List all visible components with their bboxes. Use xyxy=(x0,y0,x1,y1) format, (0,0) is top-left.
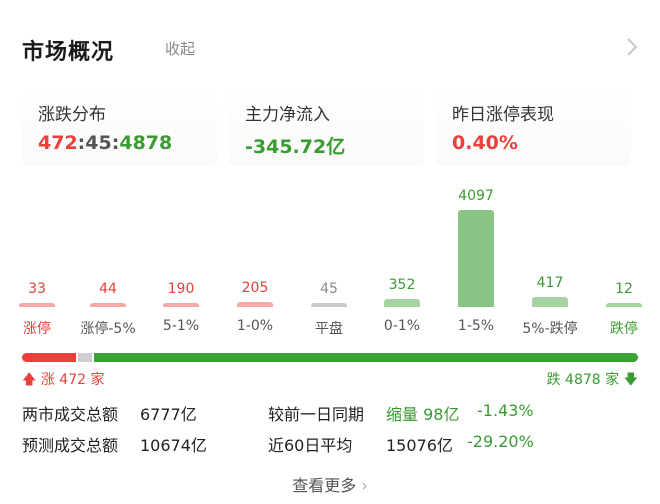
avg-percent: -29.20% xyxy=(467,432,534,451)
distribution-bar xyxy=(532,297,568,307)
distribution-column: 352 0-1% xyxy=(367,180,437,340)
yesterday-limit-up-value: 0.40% xyxy=(452,132,518,154)
arrow-down-icon: 🡇 xyxy=(623,372,638,388)
card-label: 涨跌分布 xyxy=(38,105,106,125)
distribution-category: 1-5% xyxy=(457,318,495,334)
card-label: 昨日涨停表现 xyxy=(452,105,554,125)
view-more-link[interactable]: 查看更多 › xyxy=(0,472,660,496)
distribution-category: 1-0% xyxy=(236,318,274,334)
distribution-column: 205 1-0% xyxy=(220,180,290,340)
distribution-count: 4097 xyxy=(458,188,494,204)
card-main-net-inflow[interactable]: 主力净流入 -345.72亿 xyxy=(229,86,424,166)
turnover-stats: 两市成交总额 6777亿 预测成交总额 10674亿 较前一日同期 缩量 98亿… xyxy=(22,401,642,461)
up-total-text: 涨 472 家 xyxy=(40,372,105,388)
distribution-column: 4097 1-5% xyxy=(441,180,511,340)
distribution-category: 跌停 xyxy=(610,321,638,337)
distribution-category: 5%-跌停 xyxy=(522,321,578,337)
ratio-down-segment xyxy=(94,353,638,362)
up-down-ratio-bar xyxy=(22,353,638,362)
card-label: 主力净流入 xyxy=(245,105,330,125)
distribution-column: 12 跌停 xyxy=(589,180,659,340)
price-change-distribution-chart: 33 涨停 44 涨停-5% 190 5-1% 205 1-0% 45 平盘 352 0-1% 4097… xyxy=(0,180,660,340)
distribution-count: 44 xyxy=(99,281,117,297)
distribution-bar xyxy=(384,299,420,307)
distribution-category: 5-1% xyxy=(162,318,200,334)
ratio-up-segment xyxy=(22,353,76,362)
distribution-bar xyxy=(606,303,642,307)
distribution-bar xyxy=(311,303,347,307)
down-count: 4878 xyxy=(119,132,173,154)
arrow-up-icon: 🡅 xyxy=(22,372,37,388)
chevron-right-icon[interactable] xyxy=(622,36,642,58)
distribution-count: 33 xyxy=(28,281,46,297)
distribution-bar xyxy=(163,303,199,307)
chevron-right-small-icon: › xyxy=(361,476,368,495)
distribution-count: 352 xyxy=(388,277,416,293)
forecast-value: 10674亿 xyxy=(140,436,207,455)
distribution-bar xyxy=(19,303,55,307)
down-total-text: 跌 4878 家 xyxy=(546,372,620,388)
distribution-column: 190 5-1% xyxy=(146,180,216,340)
ratio-flat-segment xyxy=(78,353,92,362)
distribution-category: 涨停 xyxy=(23,321,51,337)
compare-label: 较前一日同期 xyxy=(268,405,365,424)
avg-label: 近60日平均 xyxy=(268,436,353,455)
up-count: 472 xyxy=(38,132,78,154)
distribution-count: 190 xyxy=(167,281,195,297)
card-yesterday-limit-up-performance[interactable]: 昨日涨停表现 0.40% xyxy=(436,86,631,166)
distribution-column: 33 涨停 xyxy=(2,180,72,340)
turnover-label: 两市成交总额 xyxy=(22,405,119,424)
page-title: 市场概况 xyxy=(22,40,115,65)
distribution-bar xyxy=(237,302,273,307)
distribution-count: 45 xyxy=(320,281,338,297)
collapse-button[interactable]: 收起 xyxy=(165,40,196,58)
distribution-count: 417 xyxy=(536,275,564,291)
market-overview-header: 市场概况 收起 xyxy=(22,30,642,70)
avg-value: 15076亿 xyxy=(386,436,453,455)
distribution-category: 平盘 xyxy=(315,321,343,337)
distribution-column: 45 平盘 xyxy=(294,180,364,340)
flat-count: 45 xyxy=(85,132,112,154)
card-up-down-distribution[interactable]: 涨跌分布 472:45:4878 xyxy=(22,86,217,166)
up-down-distribution-value: 472:45:4878 xyxy=(38,132,173,154)
view-more-label: 查看更多 xyxy=(292,476,357,495)
up-total-label: 🡅 涨 472 家 xyxy=(22,369,104,393)
turnover-value: 6777亿 xyxy=(140,405,197,424)
forecast-label: 预测成交总额 xyxy=(22,436,119,455)
distribution-count: 12 xyxy=(615,281,633,297)
main-net-inflow-value: -345.72亿 xyxy=(245,136,346,158)
compare-percent: -1.43% xyxy=(477,401,534,420)
compare-value: 缩量 98亿 xyxy=(386,405,460,424)
distribution-column: 44 涨停-5% xyxy=(73,180,143,340)
distribution-category: 涨停-5% xyxy=(80,321,136,337)
down-total-label: 跌 4878 家 🡇 xyxy=(547,369,638,393)
summary-cards: 涨跌分布 472:45:4878 主力净流入 -345.72亿 昨日涨停表现 0… xyxy=(22,86,638,166)
distribution-column: 417 5%-跌停 xyxy=(515,180,585,340)
distribution-category: 0-1% xyxy=(383,318,421,334)
distribution-count: 205 xyxy=(241,280,269,296)
distribution-bar xyxy=(90,303,126,307)
distribution-bar xyxy=(458,210,494,307)
